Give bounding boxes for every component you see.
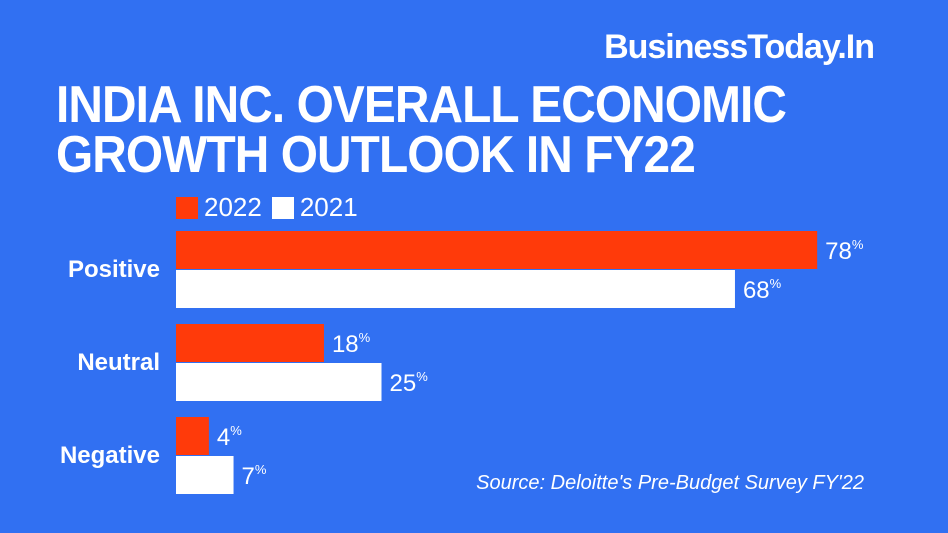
legend: 2022 2021 [176,192,368,223]
data-label: 68% [743,276,782,304]
data-label: 18% [332,330,371,358]
bar-2022-positive [176,231,818,269]
chart-title: INDIA INC. OVERALL ECONOMIC GROWTH OUTLO… [56,76,787,184]
legend-swatch [271,196,294,219]
legend-label: 2022 [204,192,262,222]
legend-item-2022: 2022 [176,192,262,223]
bar-2021-negative [176,456,234,494]
source-note: Source: Deloitte's Pre-Budget Survey FY'… [476,472,864,494]
category-label: Neutral [77,349,160,376]
legend-swatch [176,196,198,219]
data-label: 78% [825,237,864,265]
bar-2022-negative [176,417,209,455]
category-label: Negative [60,442,160,469]
legend-item-2021: 2021 [271,192,358,223]
category-label: Positive [68,256,160,283]
bar-2021-positive [176,270,735,308]
bar-2022-neutral [176,324,324,362]
bar-2021-neutral [176,363,382,401]
brand-logo: BusinessToday.In [604,28,875,66]
data-label: 25% [390,369,429,397]
data-label: 4% [217,423,242,451]
data-label: 7% [242,462,267,490]
legend-label: 2021 [299,192,358,222]
